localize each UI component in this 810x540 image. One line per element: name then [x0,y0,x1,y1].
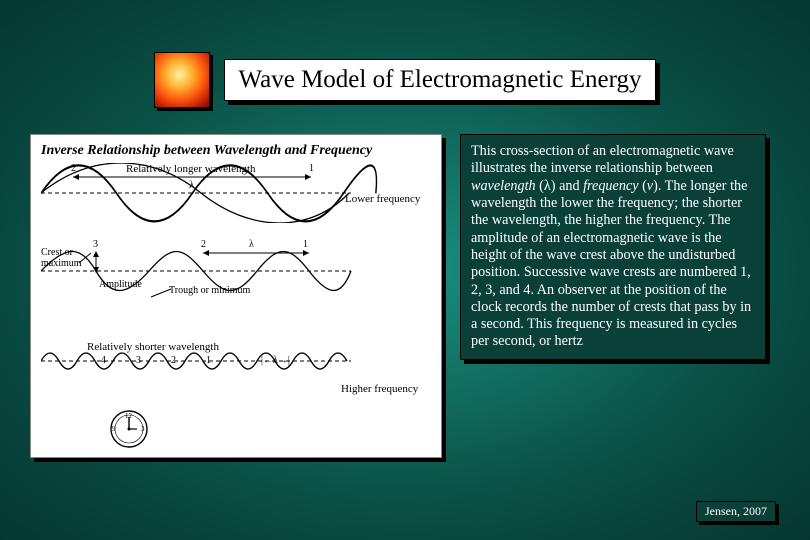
description-box: This cross-section of an electromagnetic… [460,134,766,360]
svg-text:9: 9 [112,425,116,433]
attribution: Jensen, 2007 [696,501,776,522]
num-2m: 2 [201,239,206,250]
desc-lambda: λ [544,178,551,194]
num-3m: 3 [93,239,98,250]
desc-text-d: ( [639,178,647,194]
diagram-heading: Inverse Relationship between Wavelength … [41,143,431,159]
wave-diagram: Inverse Relationship between Wavelength … [30,134,442,458]
desc-text-c: ) and [551,178,583,194]
longer-wavelength-label: Relatively longer wavelength [126,163,256,175]
trough-label: Trough or minimum [169,285,250,296]
wave-bot: Relatively shorter wavelength 4 3 2 1 |←… [41,341,431,455]
desc-text-e: ). The longer the wavelength the lower t… [471,178,751,350]
desc-text-b: ( [536,178,544,194]
lambda-bot: |←λ→| [261,355,290,366]
wave-mid: Crest or maximum 3 2 1 λ Amplitud [41,239,431,317]
content-row: Inverse Relationship between Wavelength … [0,108,810,458]
num-2b: 2 [171,355,176,366]
num-1b: 1 [206,355,211,366]
amplitude-label: Amplitude [99,279,142,290]
svg-text:λ: λ [189,179,195,191]
num-1m: 1 [303,239,308,250]
desc-wavelength: wavelength [471,178,536,194]
num-3b: 3 [136,355,141,366]
lambda-mid: λ [249,239,254,250]
desc-text-a: This cross-section of an electromagnetic… [471,143,734,176]
num-4b: 4 [101,355,106,366]
desc-frequency: frequency [583,178,638,194]
num-2: 2 [71,163,76,174]
shorter-wavelength-label: Relatively shorter wavelength [87,341,219,353]
slide-title: Wave Model of Electromagnetic Energy [224,59,657,101]
crest-label: Crest or [41,247,73,258]
crest-label2: maximum [41,258,82,269]
svg-text:3: 3 [141,425,145,433]
higher-frequency-label: Higher frequency [341,383,418,395]
wave-top: 2 Relatively longer wavelength 1 λ Lower… [41,163,431,235]
title-row: Wave Model of Electromagnetic Energy [0,0,810,108]
sun-icon [154,52,210,108]
num-1: 1 [309,163,314,174]
clock-icon: 12 9 3 [107,407,151,451]
lower-frequency-label: Lower frequency [345,193,420,205]
